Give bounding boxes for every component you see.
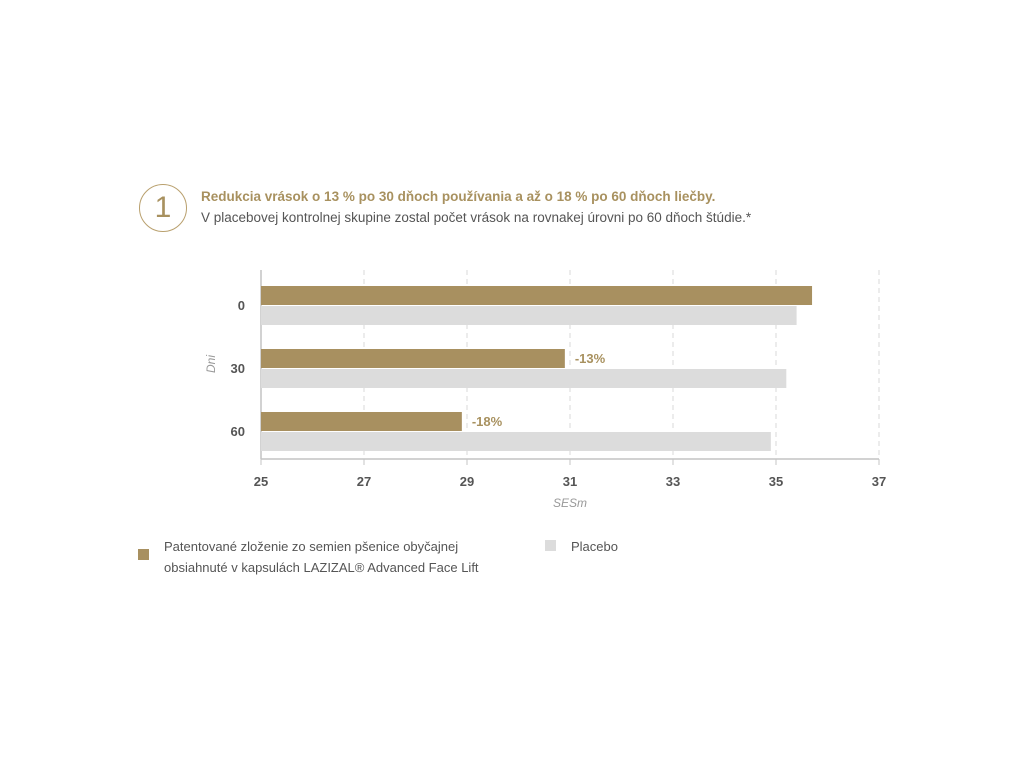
- legend-item-product: Patentované zloženie zo semien pšenice o…: [138, 536, 479, 578]
- y-axis-title: Dni: [204, 355, 218, 373]
- bar-placebo: [261, 369, 787, 388]
- x-tick-label: 33: [666, 474, 680, 489]
- y-tick-label: 0: [238, 298, 245, 313]
- bar-placebo: [261, 306, 797, 325]
- headline: Redukcia vrások o 13 % po 30 dňoch použí…: [201, 189, 716, 204]
- legend-label-product-line-2: obsiahnuté v kapsulách LAZIZAL® Advanced…: [164, 560, 479, 575]
- legend-item-placebo: Placebo: [545, 536, 618, 557]
- bar-product: [261, 286, 813, 305]
- data-label: -18%: [472, 414, 503, 429]
- legend-label-placebo: Placebo: [571, 539, 618, 554]
- data-label: -13%: [575, 351, 606, 366]
- legend-swatch-product: [138, 549, 149, 560]
- x-tick-label: 37: [872, 474, 886, 489]
- y-tick-label: 60: [231, 424, 245, 439]
- x-tick-label: 29: [460, 474, 474, 489]
- legend-swatch-placebo: [545, 540, 556, 551]
- bar-placebo: [261, 432, 771, 451]
- x-tick-label: 27: [357, 474, 371, 489]
- bar-product: [261, 412, 462, 431]
- subheadline: V placebovej kontrolnej skupine zostal p…: [201, 210, 752, 225]
- legend-label-product: Patentované zloženie zo semien pšenice o…: [164, 536, 479, 578]
- y-tick-label: 30: [231, 361, 245, 376]
- x-axis-title: SESm: [553, 496, 587, 510]
- x-tick-label: 25: [254, 474, 268, 489]
- legend-label-product-line-1: Patentované zloženie zo semien pšenice o…: [164, 539, 459, 554]
- x-tick-label: 35: [769, 474, 783, 489]
- bar-product: [261, 349, 565, 368]
- x-tick-label: 31: [563, 474, 577, 489]
- step-number-badge: 1: [139, 184, 187, 232]
